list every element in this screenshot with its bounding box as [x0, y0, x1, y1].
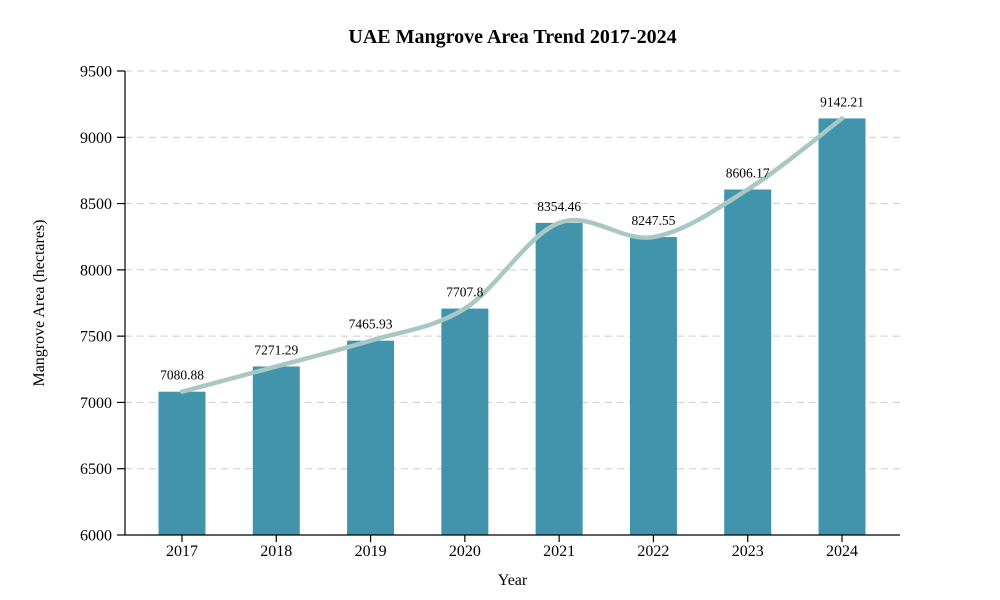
bar-value-label: 7271.29: [254, 342, 298, 357]
x-tick-label: 2017: [166, 543, 198, 560]
bar-2023: [724, 189, 772, 535]
y-tick-label: 8000: [80, 262, 112, 279]
y-tick-label: 7000: [80, 395, 112, 412]
bar-value-label: 9142.21: [820, 94, 864, 109]
chart-title: UAE Mangrove Area Trend 2017-2024: [348, 26, 677, 48]
bar-2018: [252, 366, 300, 535]
bar-value-label: 7080.88: [160, 368, 204, 383]
bar-value-label: 8606.17: [726, 165, 770, 180]
bar-2017: [158, 391, 206, 535]
bar-value-label: 8354.46: [537, 199, 581, 214]
x-tick-label: 2021: [543, 543, 575, 560]
y-tick-label: 9000: [80, 130, 112, 147]
x-tick-label: 2018: [260, 543, 292, 560]
x-tick-label: 2023: [732, 543, 764, 560]
x-axis-title: Year: [497, 572, 528, 589]
bar-2024: [818, 118, 866, 535]
bar-2020: [441, 308, 489, 535]
x-tick-label: 2020: [449, 543, 481, 560]
bar-2022: [629, 237, 677, 535]
bar-2019: [347, 340, 395, 535]
y-tick-label: 6000: [80, 528, 112, 545]
bar-value-label: 7707.8: [446, 285, 483, 300]
bar-value-label: 7465.93: [349, 317, 393, 332]
y-tick-label: 7500: [80, 329, 112, 346]
bar-value-label: 8247.55: [631, 213, 675, 228]
y-tick-label: 6500: [80, 461, 112, 478]
trend-line: [179, 116, 845, 394]
y-tick-label: 8500: [80, 196, 112, 213]
x-tick-label: 2024: [826, 543, 858, 560]
x-tick-label: 2019: [355, 543, 387, 560]
x-tick-label: 2022: [637, 543, 669, 560]
y-tick-label: 9500: [80, 64, 112, 81]
bar-2021: [535, 222, 583, 535]
